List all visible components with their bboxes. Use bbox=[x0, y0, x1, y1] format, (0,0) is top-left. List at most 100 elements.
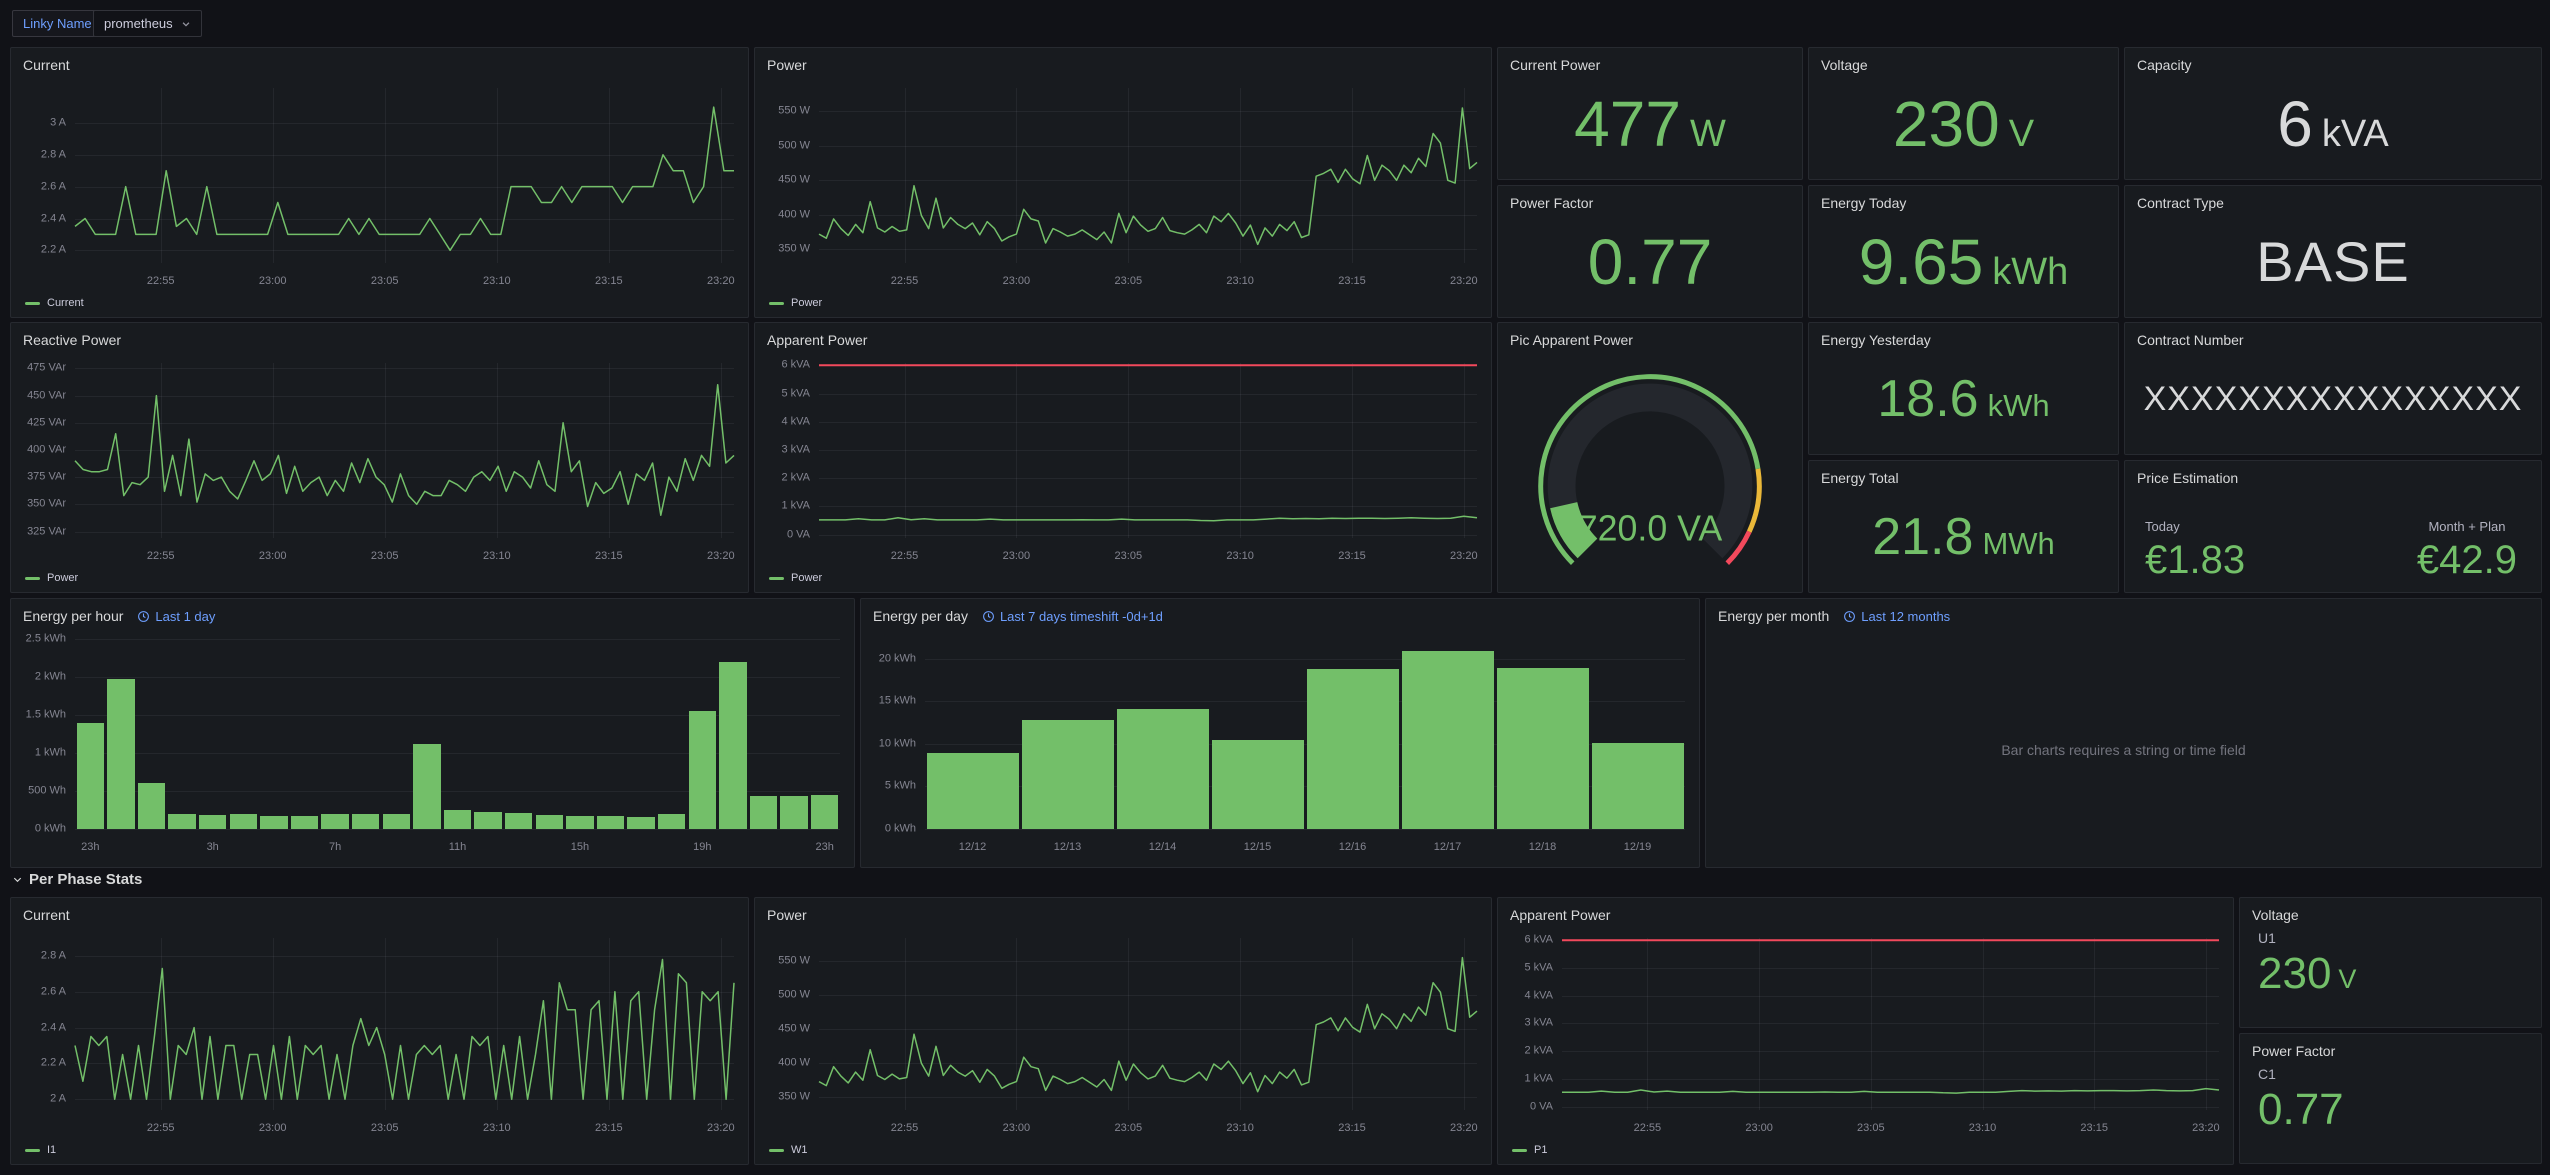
bar[interactable] bbox=[1306, 668, 1399, 829]
bar[interactable] bbox=[351, 813, 380, 829]
bar[interactable] bbox=[137, 783, 166, 829]
panel-energy-per-month: Energy per month Last 12 months Bar char… bbox=[1705, 598, 2542, 868]
bar[interactable] bbox=[810, 794, 839, 829]
stat-number: 0.77 bbox=[1587, 225, 1713, 298]
legend-item[interactable]: W1 bbox=[769, 1144, 808, 1156]
bar[interactable] bbox=[627, 816, 655, 829]
apparent-power-chart-plot[interactable]: 0 VA 1 kVA 2 kVA 3 kVA 4 kVA 5 kVA 6 kVA 22:55 2… bbox=[781, 358, 1478, 562]
panel-title[interactable]: Power bbox=[755, 898, 1491, 932]
series-color-dash bbox=[769, 1148, 784, 1152]
bar[interactable] bbox=[1401, 650, 1494, 829]
bar[interactable] bbox=[168, 813, 196, 829]
bar[interactable] bbox=[1591, 742, 1684, 829]
legend-item[interactable]: I1 bbox=[25, 1144, 56, 1156]
panel-title[interactable]: Voltage bbox=[1809, 48, 2118, 82]
bar[interactable] bbox=[1021, 719, 1114, 829]
panel-title[interactable]: Energy Today bbox=[1809, 186, 2118, 220]
reactive-power-chart-plot[interactable]: 325 VAr 350 VAr 375 VAr 400 VAr 425 VAr 450 V… bbox=[27, 361, 735, 562]
panel-title[interactable]: Current Power bbox=[1498, 48, 1802, 82]
bar[interactable] bbox=[321, 813, 349, 829]
panel-title[interactable]: Contract Number bbox=[2125, 323, 2541, 357]
panel-title[interactable]: Price Estimation bbox=[2125, 461, 2541, 495]
panel-title-text: Energy per month bbox=[1718, 608, 1830, 624]
bar[interactable] bbox=[382, 813, 411, 829]
panel-title-text: Contract Number bbox=[2137, 332, 2244, 348]
panel-stat-phase-power-factor: Power Factor C1 0.77 bbox=[2239, 1033, 2542, 1164]
row-header-per-phase-stats[interactable]: Per Phase Stats bbox=[12, 871, 142, 888]
timeshift-link[interactable]: Last 1 day bbox=[137, 609, 215, 624]
timeshift-link[interactable]: Last 12 months bbox=[1843, 609, 1950, 624]
variable-label: Linky Name bbox=[23, 16, 92, 31]
panel-title[interactable]: Current bbox=[11, 48, 748, 82]
energy-per-hour-plot[interactable]: 0 kWh 500 Wh 1 kWh 1.5 kWh 2 kWh 2.5 kWh 23h 3h… bbox=[26, 633, 840, 853]
bar[interactable] bbox=[1211, 739, 1304, 829]
panel-title[interactable]: Current bbox=[11, 898, 748, 932]
svg-text:720.0 VA: 720.0 VA bbox=[1578, 509, 1723, 549]
bar[interactable] bbox=[657, 813, 686, 829]
legend-item[interactable]: P1 bbox=[1512, 1144, 1547, 1156]
bar[interactable] bbox=[926, 753, 1019, 829]
legend-label: Power bbox=[791, 297, 823, 309]
panel-stat-power-factor: Power Factor 0.77 bbox=[1497, 185, 1803, 318]
bar[interactable] bbox=[413, 743, 441, 829]
stat-value: 6 kVA bbox=[2135, 74, 2531, 173]
row-header-title: Per Phase Stats bbox=[29, 871, 143, 888]
energy-per-day-plot[interactable]: 0 kWh 5 kWh 10 kWh 15 kWh 20 kWh 12/12 12/13 12… bbox=[879, 639, 1685, 853]
panel-title[interactable]: Power Factor bbox=[2240, 1034, 2541, 1068]
bar[interactable] bbox=[443, 810, 472, 829]
panel-price-estimation: Price Estimation Today €1.83 Month + Pla… bbox=[2124, 460, 2542, 593]
legend-label: Current bbox=[47, 297, 84, 309]
bar[interactable] bbox=[719, 661, 747, 829]
panel-title[interactable]: Contract Type bbox=[2125, 186, 2541, 220]
bar[interactable] bbox=[749, 795, 778, 829]
variable-value-dropdown[interactable]: prometheus bbox=[93, 10, 202, 37]
panel-title[interactable]: Energy per day Last 7 days timeshift -0d… bbox=[861, 599, 1699, 633]
price-today-value: €1.83 bbox=[2145, 538, 2246, 582]
bar[interactable] bbox=[107, 679, 135, 829]
panel-title[interactable]: Apparent Power bbox=[755, 323, 1491, 357]
panel-title[interactable]: Energy per hour Last 1 day bbox=[11, 599, 854, 633]
power-chart-plot[interactable]: 350 W 400 W 450 W 500 W 550 W 22:55 23:00 23:05… bbox=[778, 88, 1478, 287]
phase-current-chart-plot[interactable]: 2 A 2.2 A 2.4 A 2.6 A 2.8 A 22:55 23:00 23:05 23… bbox=[41, 938, 735, 1134]
panel-title[interactable]: Energy per month Last 12 months bbox=[1706, 599, 2541, 633]
bar[interactable] bbox=[566, 816, 594, 829]
panel-energy-per-hour: Energy per hour Last 1 day 0 kWh 500 Wh 1 … bbox=[10, 598, 855, 868]
stat-value: 18.6 kWh bbox=[1819, 349, 2108, 448]
bar[interactable] bbox=[780, 795, 808, 829]
bar[interactable] bbox=[504, 813, 533, 829]
stat-field-label: U1 bbox=[2258, 930, 2276, 946]
panel-title[interactable]: Power Factor bbox=[1498, 186, 1802, 220]
bar[interactable] bbox=[474, 812, 502, 829]
panel-title[interactable]: Energy Yesterday bbox=[1809, 323, 2118, 357]
bar[interactable] bbox=[535, 814, 564, 829]
bar[interactable] bbox=[198, 814, 227, 829]
bar[interactable] bbox=[1116, 708, 1209, 829]
legend-item[interactable]: Power bbox=[25, 572, 78, 584]
panel-title[interactable]: Power bbox=[755, 48, 1491, 82]
bar[interactable] bbox=[596, 816, 625, 829]
panel-title[interactable]: Apparent Power bbox=[1498, 898, 2233, 932]
clock-icon bbox=[1844, 610, 1856, 622]
price-month-plan-label: Month + Plan bbox=[2428, 519, 2506, 534]
panel-title[interactable]: Capacity bbox=[2125, 48, 2541, 82]
legend-item[interactable]: Power bbox=[769, 572, 822, 584]
stat-value: U1 230 V bbox=[2258, 930, 2531, 1019]
bar[interactable] bbox=[688, 711, 717, 829]
legend-item[interactable]: Power bbox=[769, 297, 822, 309]
panel-title[interactable]: Pic Apparent Power bbox=[1498, 323, 1802, 357]
panel-title[interactable]: Energy Total bbox=[1809, 461, 2118, 495]
panel-title-text: Power bbox=[767, 907, 807, 923]
panel-title-text: Current Power bbox=[1510, 57, 1601, 73]
bar[interactable] bbox=[290, 816, 319, 829]
legend-item[interactable]: Current bbox=[25, 297, 84, 309]
bar[interactable] bbox=[76, 722, 105, 829]
bar[interactable] bbox=[1496, 668, 1589, 829]
phase-apparent-power-chart-plot[interactable]: 0 VA 1 kVA 2 kVA 3 kVA 4 kVA 5 kVA 6 kVA 22:55 2… bbox=[1524, 933, 2220, 1134]
panel-title[interactable]: Reactive Power bbox=[11, 323, 748, 357]
phase-power-chart-plot[interactable]: 350 W 400 W 450 W 500 W 550 W 22:55 23:00 23:05… bbox=[778, 938, 1478, 1134]
timeshift-link[interactable]: Last 7 days timeshift -0d+1d bbox=[982, 609, 1163, 624]
panel-title[interactable]: Voltage bbox=[2240, 898, 2541, 932]
bar[interactable] bbox=[229, 813, 258, 829]
bar[interactable] bbox=[260, 816, 288, 829]
